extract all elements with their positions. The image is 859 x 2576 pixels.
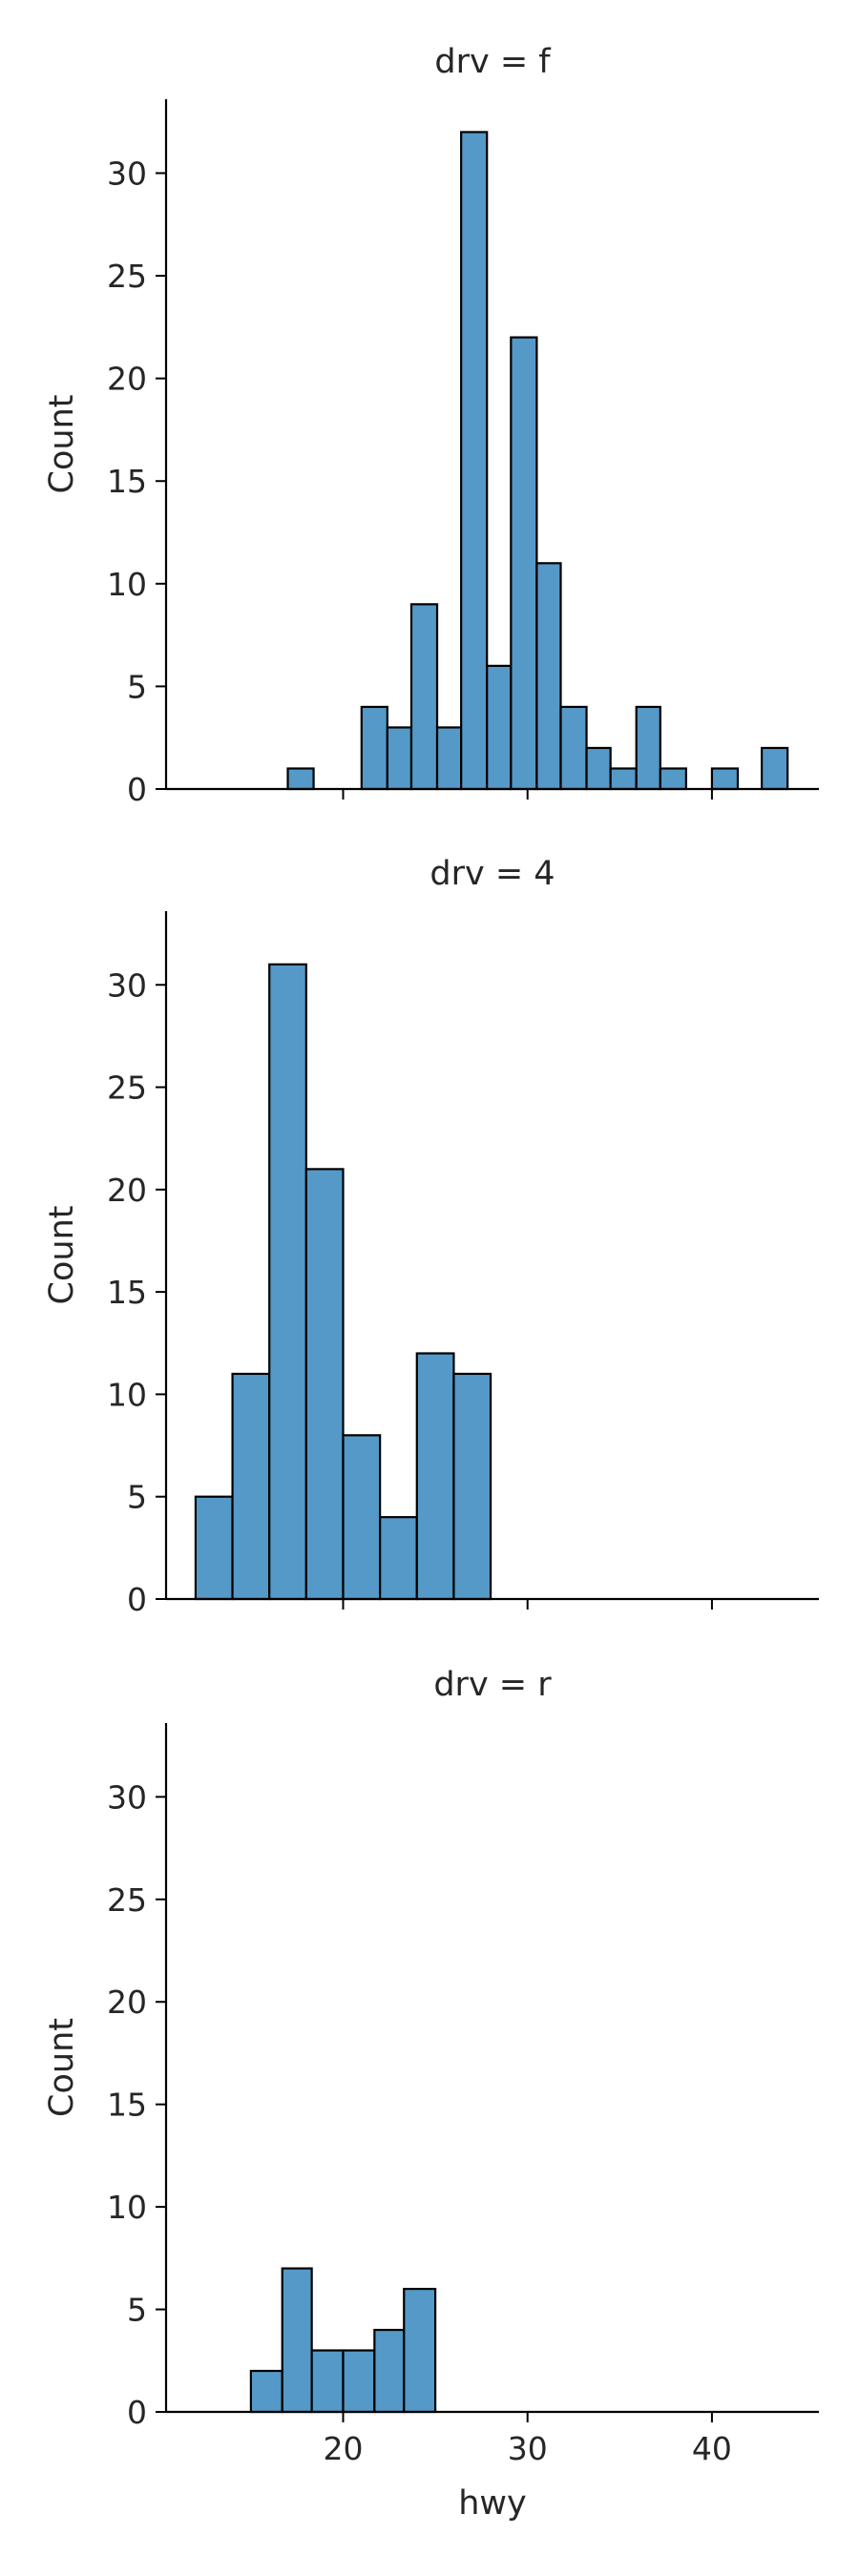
histogram-bar <box>342 2349 376 2414</box>
y-tick-label: 25 <box>107 1070 147 1107</box>
histogram-bar <box>761 746 789 791</box>
histogram-bar <box>268 963 307 1601</box>
histogram-bar <box>415 1352 455 1601</box>
y-axis-title: Count <box>43 1206 81 1305</box>
histogram-bar <box>249 2369 283 2414</box>
histogram-bar <box>659 767 687 791</box>
histogram-bar <box>403 2287 437 2414</box>
histogram-bar <box>194 1495 234 1601</box>
histogram-bar <box>281 2267 313 2414</box>
panel-title: drv = 4 <box>430 855 555 893</box>
histogram-bar <box>379 1516 418 1601</box>
histogram-bar <box>360 705 388 791</box>
histogram-bar <box>310 2349 345 2414</box>
facet-panel-1: drv = f 0 5 10 15 20 25 30 Count <box>43 43 819 808</box>
y-tick-label: 10 <box>107 566 147 603</box>
histogram-bar <box>559 705 588 791</box>
histogram-bar <box>231 1372 271 1601</box>
y-tick-label: 30 <box>107 155 147 192</box>
y-tick-label: 25 <box>107 1881 147 1919</box>
histogram-bar <box>486 664 513 791</box>
y-tick-label: 10 <box>107 1376 147 1413</box>
histogram-bar <box>710 767 740 791</box>
histogram-bar <box>435 726 463 791</box>
histogram-bar <box>460 131 489 791</box>
y-tick-label: 20 <box>107 1172 147 1209</box>
y-tick-label: 20 <box>107 1984 147 2021</box>
histogram-bar <box>373 2328 406 2414</box>
x-tick-label: 30 <box>508 2430 548 2467</box>
x-axis-title: hwy <box>458 2484 527 2523</box>
y-tick-label: 15 <box>107 2087 147 2124</box>
panel-title: drv = f <box>434 43 551 81</box>
y-tick-label: 10 <box>107 2189 147 2226</box>
y-tick-label: 0 <box>127 2394 147 2431</box>
histogram-bar <box>452 1372 492 1601</box>
y-tick-label: 5 <box>127 1479 147 1516</box>
histogram-bar <box>609 767 638 791</box>
histogram-bar <box>585 746 612 791</box>
y-tick-label: 5 <box>127 2292 147 2329</box>
y-tick-label: 30 <box>107 1778 147 1816</box>
histogram-bar <box>342 1434 382 1601</box>
histogram-bar <box>386 726 413 791</box>
y-axis-title: Count <box>43 2018 81 2117</box>
histogram-bar <box>304 1168 345 1601</box>
histogram-bar <box>510 336 538 791</box>
histogram-bar <box>409 603 439 791</box>
histogram-bar <box>535 562 562 791</box>
x-tick-label: 40 <box>692 2430 732 2467</box>
y-tick-label: 30 <box>107 966 147 1004</box>
facet-panel-2: drv = 4 0 5 10 15 20 25 30 Count <box>43 855 819 1618</box>
y-tick-label: 15 <box>107 463 147 500</box>
y-tick-label: 15 <box>107 1274 147 1311</box>
panel-title: drv = r <box>433 1666 552 1704</box>
histogram-bar <box>286 767 315 791</box>
y-tick-label: 5 <box>127 668 147 705</box>
y-tick-label: 0 <box>127 1581 147 1618</box>
x-tick-label: 20 <box>323 2430 363 2467</box>
y-tick-label: 20 <box>107 361 147 398</box>
histogram-bar <box>635 705 661 791</box>
y-tick-label: 25 <box>107 258 147 295</box>
y-axis-title: Count <box>43 395 81 494</box>
y-tick-label: 0 <box>127 771 147 808</box>
facet-panel-3: drv = r 0 5 10 15 20 25 30 Count 20 30 40 hwy <box>43 1666 819 2523</box>
